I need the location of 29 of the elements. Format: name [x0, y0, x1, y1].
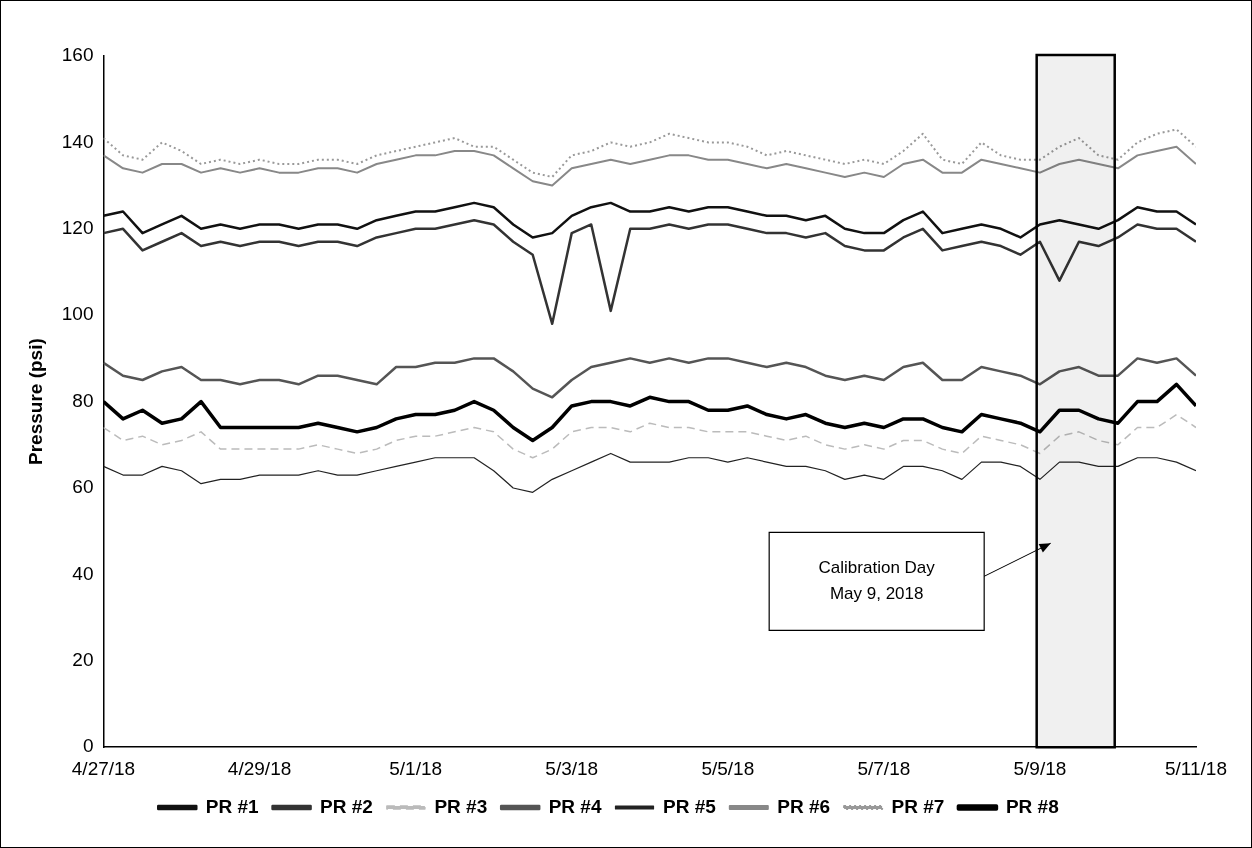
- y-tick-label: 0: [82, 735, 94, 757]
- legend-label: PR #8: [1005, 795, 1059, 817]
- y-tick-label: 140: [61, 130, 94, 152]
- legend-label: PR #6: [777, 795, 831, 817]
- y-tick-label: 60: [72, 476, 94, 498]
- legend-label: PR #3: [434, 795, 488, 817]
- y-tick-label: 80: [72, 389, 94, 411]
- x-tick-label: 4/29/18: [227, 757, 292, 779]
- x-tick-label: 5/11/18: [1165, 757, 1227, 779]
- y-axis-title: Pressure (psi): [24, 338, 46, 465]
- y-tick-label: 20: [72, 649, 94, 671]
- legend-label: PR #2: [320, 795, 373, 817]
- x-tick-label: 5/7/18: [857, 757, 911, 779]
- y-tick-label: 40: [72, 562, 94, 584]
- legend-label: PR #1: [205, 795, 260, 817]
- line-series: [103, 413, 1196, 459]
- legend-label: PR #5: [663, 795, 717, 817]
- x-tick-label: 5/1/18: [389, 757, 443, 779]
- legend-label: PR #4: [548, 795, 602, 817]
- legend-label: PR #7: [891, 795, 945, 817]
- x-tick-label: 5/3/18: [545, 757, 599, 779]
- x-tick-label: 4/27/18: [71, 757, 136, 779]
- annotation: Calibration Day May 9, 2018: [818, 558, 936, 603]
- x-tick-label: 5/9/18: [1013, 757, 1067, 779]
- y-tick-label: 160: [61, 44, 94, 66]
- y-tick-label: 100: [61, 303, 94, 325]
- x-tick-label: 5/5/18: [701, 757, 755, 779]
- line-series: [103, 128, 1196, 178]
- y-tick-label: 120: [61, 217, 94, 239]
